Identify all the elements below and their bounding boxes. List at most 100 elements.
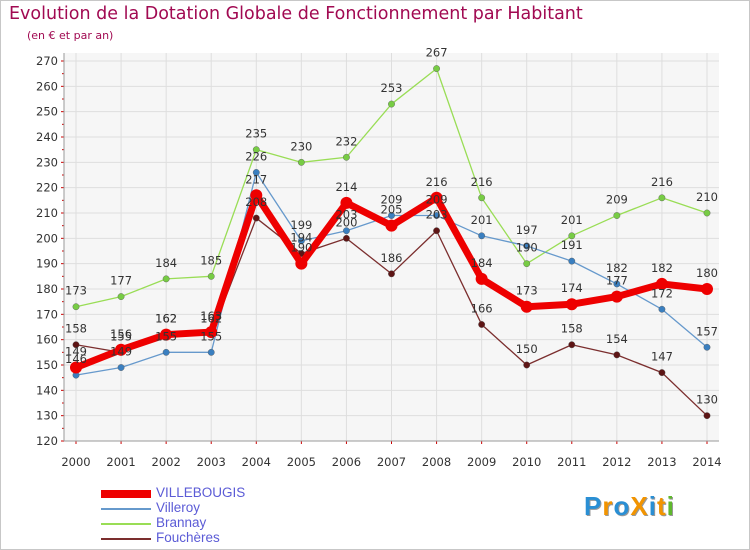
data-label: 150: [516, 342, 538, 356]
data-point: [388, 212, 395, 219]
data-point: [117, 293, 125, 300]
data-point: [252, 169, 260, 176]
data-point: [613, 280, 621, 288]
data-label: 209: [381, 193, 403, 207]
data-point: [430, 191, 443, 204]
data-label: 163: [200, 309, 222, 323]
data-label: 182: [606, 261, 628, 275]
x-tick-label: 2004: [242, 455, 271, 469]
data-point: [568, 232, 576, 240]
legend: VILLEBOUGIS Villeroy Brannay Fouchères: [101, 485, 321, 546]
data-label: 162: [200, 312, 222, 326]
data-point: [388, 270, 395, 278]
x-tick-label: 2001: [106, 455, 135, 469]
data-point: [343, 227, 350, 235]
data-point: [250, 189, 263, 202]
data-label: 216: [471, 175, 493, 189]
data-point: [703, 343, 711, 351]
data-label: 235: [245, 127, 267, 141]
data-label: 191: [561, 238, 583, 252]
data-label: 197: [516, 223, 538, 237]
data-label: 155: [155, 329, 177, 343]
legend-swatch: [101, 508, 151, 510]
data-label: 209: [606, 193, 628, 207]
data-point: [568, 341, 576, 349]
x-tick-label: 2007: [377, 455, 406, 469]
y-tick-label: 250: [36, 105, 58, 119]
x-tick-label: 2003: [197, 455, 226, 469]
legend-item: Villeroy: [101, 500, 321, 517]
data-label: 174: [561, 281, 583, 295]
data-point: [340, 196, 353, 209]
data-label: 209: [426, 193, 448, 207]
proxiti-logo: ProXiti: [584, 491, 675, 521]
data-point: [523, 242, 531, 250]
data-label: 155: [200, 329, 222, 343]
data-point: [295, 257, 308, 270]
data-point: [162, 348, 170, 356]
y-tick-label: 200: [36, 231, 58, 245]
data-label: 147: [651, 350, 673, 364]
legend-label: Brannay: [156, 515, 207, 530]
data-point: [478, 232, 486, 240]
data-label: 157: [696, 324, 718, 338]
data-label: 201: [471, 213, 493, 227]
data-point: [162, 275, 170, 283]
y-tick-label: 210: [36, 206, 58, 220]
data-label: 173: [516, 284, 538, 298]
x-tick-label: 2005: [287, 455, 316, 469]
data-label: 184: [155, 256, 177, 270]
data-label: 214: [335, 180, 357, 194]
data-label: 186: [381, 251, 403, 265]
data-point: [478, 321, 486, 328]
data-label: 230: [290, 139, 312, 153]
x-tick-label: 2012: [602, 455, 631, 469]
data-label: 190: [290, 241, 312, 255]
data-point: [433, 65, 440, 73]
data-label: 208: [245, 195, 267, 209]
data-point: [207, 348, 215, 356]
data-point: [252, 214, 260, 222]
data-label: 226: [245, 149, 267, 163]
x-tick-label: 2002: [152, 455, 181, 469]
data-point: [433, 212, 440, 219]
data-point: [160, 328, 173, 341]
data-label: 200: [335, 215, 357, 229]
data-point: [520, 300, 533, 313]
data-label: 149: [110, 345, 132, 359]
data-label: 205: [381, 203, 403, 217]
data-point: [343, 234, 350, 242]
x-tick-label: 2006: [332, 455, 361, 469]
data-point: [613, 351, 621, 359]
legend-item: Brannay: [101, 515, 321, 532]
data-label: 155: [110, 329, 132, 343]
data-label: 203: [426, 208, 448, 222]
data-label: 158: [561, 322, 583, 336]
data-point: [117, 364, 125, 371]
data-point: [658, 369, 666, 376]
chart-title: Evolution de la Dotation Globale de Fonc…: [9, 4, 583, 24]
data-label: 182: [651, 261, 673, 275]
data-label: 158: [65, 322, 87, 336]
y-tick-label: 180: [36, 282, 58, 296]
data-label: 210: [696, 190, 718, 204]
data-label: 154: [606, 332, 628, 346]
data-label: 203: [335, 208, 357, 222]
data-point: [613, 212, 621, 219]
data-label: 172: [651, 286, 673, 300]
y-tick-label: 240: [36, 130, 58, 144]
data-label: 149: [65, 345, 87, 359]
data-point: [610, 290, 623, 303]
data-label: 201: [561, 213, 583, 227]
data-point: [478, 194, 486, 202]
data-point: [207, 272, 215, 280]
y-tick-label: 190: [36, 257, 58, 271]
legend-swatch: [101, 490, 151, 498]
data-point: [703, 209, 711, 217]
data-point: [70, 361, 82, 374]
data-point: [385, 219, 398, 232]
data-point: [72, 341, 80, 349]
x-tick-label: 2013: [647, 455, 676, 469]
